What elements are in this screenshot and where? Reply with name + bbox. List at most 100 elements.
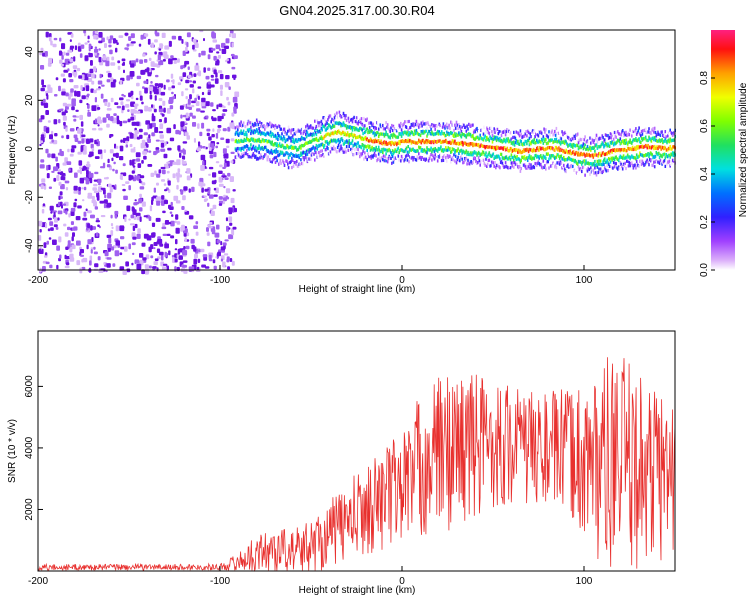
noise-cell xyxy=(211,229,216,235)
signal-cell xyxy=(382,132,385,136)
signal-cell xyxy=(274,123,277,128)
signal-cell xyxy=(311,126,314,130)
noise-cell xyxy=(206,83,212,89)
signal-cell xyxy=(242,139,245,143)
signal-cell xyxy=(409,155,412,159)
signal-cell xyxy=(628,161,631,165)
noise-cell xyxy=(59,201,63,207)
signal-cell xyxy=(631,141,633,145)
noise-cell xyxy=(178,130,182,135)
noise-cell xyxy=(77,205,82,209)
noise-cell xyxy=(98,182,101,186)
noise-cell xyxy=(143,80,148,84)
signal-cell xyxy=(292,164,295,168)
noise-cell xyxy=(50,40,53,46)
signal-cell xyxy=(446,148,449,152)
signal-cell xyxy=(560,161,563,165)
signal-cell xyxy=(316,147,319,151)
noise-cell xyxy=(97,149,103,155)
signal-cell xyxy=(445,146,447,150)
signal-cell xyxy=(344,124,346,128)
signal-cell xyxy=(662,146,664,150)
noise-cell xyxy=(201,187,204,193)
signal-cell xyxy=(431,148,434,152)
signal-cell xyxy=(527,165,530,169)
signal-cell xyxy=(614,149,617,153)
signal-cell xyxy=(259,147,262,151)
signal-cell xyxy=(612,148,614,152)
noise-cell xyxy=(111,226,114,229)
noise-cell xyxy=(175,214,179,220)
signal-cell xyxy=(327,147,329,151)
signal-cell xyxy=(577,140,580,145)
signal-cell xyxy=(411,155,414,160)
signal-cell xyxy=(425,129,427,133)
x-tick-label: 100 xyxy=(576,576,593,587)
signal-cell xyxy=(507,157,509,161)
signal-cell xyxy=(296,129,299,133)
noise-cell xyxy=(201,50,206,56)
signal-cell xyxy=(609,132,612,136)
signal-cell xyxy=(470,134,472,138)
noise-cell xyxy=(80,121,84,127)
signal-cell xyxy=(440,159,443,163)
signal-cell xyxy=(543,165,545,169)
signal-cell xyxy=(673,151,676,155)
signal-cell xyxy=(512,135,514,139)
signal-cell xyxy=(450,157,453,161)
noise-cell xyxy=(159,123,164,129)
noise-cell xyxy=(90,247,94,250)
noise-cell xyxy=(176,159,181,166)
signal-cell xyxy=(346,118,349,122)
signal-cell xyxy=(371,124,373,128)
signal-cell xyxy=(441,131,444,135)
signal-cell xyxy=(552,147,554,151)
signal-cell xyxy=(404,158,406,162)
noise-cell xyxy=(80,85,83,91)
noise-cell xyxy=(163,153,168,159)
signal-cell xyxy=(650,158,653,162)
noise-cell xyxy=(146,235,152,241)
signal-cell xyxy=(306,141,309,145)
noise-cell xyxy=(94,46,98,49)
signal-cell xyxy=(437,132,440,136)
signal-cell xyxy=(529,132,531,136)
noise-cell xyxy=(217,70,223,74)
signal-cell xyxy=(482,138,485,142)
signal-cell xyxy=(468,153,471,157)
x-tick-label: -100 xyxy=(210,275,230,286)
signal-cell xyxy=(653,136,656,140)
signal-cell xyxy=(351,128,354,132)
signal-cell xyxy=(541,166,544,170)
signal-cell xyxy=(272,158,274,162)
noise-cell xyxy=(103,149,107,153)
signal-cell xyxy=(332,147,334,151)
signal-cell xyxy=(507,148,509,153)
noise-cell xyxy=(133,103,139,107)
noise-cell xyxy=(112,153,118,157)
signal-cell xyxy=(337,122,340,126)
signal-cell xyxy=(287,135,290,139)
signal-cell xyxy=(373,127,376,131)
noise-cell xyxy=(106,176,109,180)
signal-cell xyxy=(561,148,563,152)
signal-cell xyxy=(304,137,306,141)
signal-cell xyxy=(274,160,277,164)
signal-cell xyxy=(289,136,291,140)
noise-cell xyxy=(231,228,234,234)
signal-cell xyxy=(540,162,542,166)
signal-cell xyxy=(653,165,656,169)
signal-cell xyxy=(513,130,515,134)
signal-cell xyxy=(314,126,317,130)
noise-cell xyxy=(148,86,154,91)
noise-cell xyxy=(182,114,187,118)
signal-cell xyxy=(558,146,560,150)
signal-cell xyxy=(613,130,616,135)
signal-cell xyxy=(487,152,490,156)
signal-cell xyxy=(241,146,244,150)
signal-cell xyxy=(517,148,520,152)
signal-cell xyxy=(326,145,328,149)
signal-cell xyxy=(472,134,474,138)
signal-cell xyxy=(590,166,592,170)
signal-cell xyxy=(281,150,283,154)
